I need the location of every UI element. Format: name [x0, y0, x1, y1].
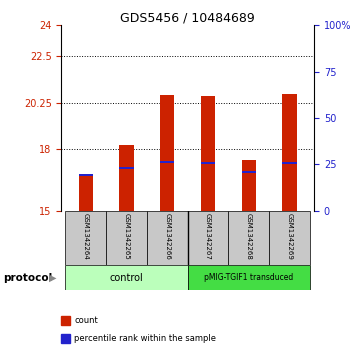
- Bar: [242, 160, 256, 211]
- Text: GSM1342267: GSM1342267: [205, 213, 211, 260]
- Text: control: control: [110, 273, 143, 283]
- Bar: [269, 211, 310, 265]
- Bar: [229, 211, 269, 265]
- Bar: [79, 174, 93, 211]
- Bar: [65, 265, 188, 290]
- Title: GDS5456 / 10484689: GDS5456 / 10484689: [120, 11, 255, 24]
- Bar: [201, 162, 215, 164]
- Bar: [188, 211, 229, 265]
- Bar: [283, 162, 297, 164]
- Bar: [283, 94, 297, 211]
- Text: GSM1342268: GSM1342268: [246, 213, 252, 260]
- Text: GSM1342269: GSM1342269: [287, 213, 293, 260]
- Text: GSM1342265: GSM1342265: [123, 213, 130, 260]
- Bar: [160, 95, 174, 211]
- Bar: [79, 174, 93, 176]
- Bar: [119, 145, 134, 211]
- Bar: [147, 211, 188, 265]
- Text: protocol: protocol: [4, 273, 53, 283]
- Text: GSM1342266: GSM1342266: [164, 213, 170, 260]
- Bar: [242, 171, 256, 173]
- Text: GSM1342264: GSM1342264: [83, 213, 89, 260]
- Bar: [201, 96, 215, 211]
- Text: ▶: ▶: [49, 273, 56, 283]
- Text: percentile rank within the sample: percentile rank within the sample: [74, 334, 216, 343]
- Bar: [106, 211, 147, 265]
- Bar: [119, 167, 134, 170]
- Bar: [65, 211, 106, 265]
- Bar: [160, 160, 174, 163]
- Text: count: count: [74, 316, 98, 325]
- Text: pMIG-TGIF1 transduced: pMIG-TGIF1 transduced: [204, 273, 293, 282]
- Bar: [188, 265, 310, 290]
